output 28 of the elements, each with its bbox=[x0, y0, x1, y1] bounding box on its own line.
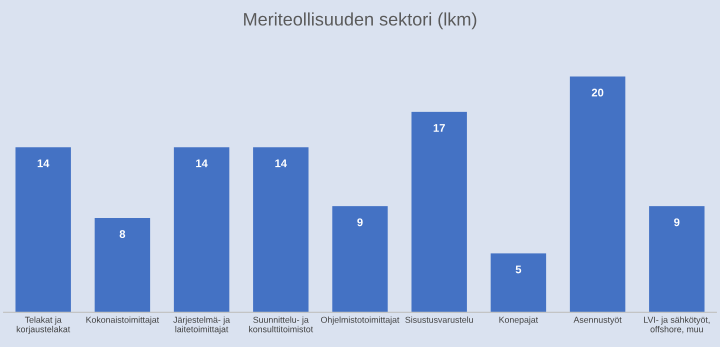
bar bbox=[490, 253, 546, 312]
data-label: 14 bbox=[275, 159, 287, 168]
bar bbox=[15, 147, 71, 312]
bar bbox=[94, 218, 150, 312]
data-label: 9 bbox=[357, 218, 363, 226]
x-tick-label: Suunnittelu- ja konsulttitoimistot bbox=[249, 316, 314, 332]
x-tick-label: Asennustyöt bbox=[574, 316, 622, 325]
bar bbox=[649, 206, 705, 312]
data-label: 8 bbox=[120, 230, 126, 238]
bar bbox=[570, 76, 626, 312]
data-label: 14 bbox=[38, 159, 50, 168]
x-tick-label: Konepajat bbox=[499, 316, 538, 325]
bar bbox=[253, 147, 309, 312]
x-tick-label: Järjestelmä- ja laitetoimittajat bbox=[173, 316, 230, 334]
bar bbox=[174, 147, 230, 312]
data-label: 14 bbox=[196, 159, 208, 168]
x-tick-label: Telakat ja korjaustelakat bbox=[16, 316, 70, 334]
data-label: 5 bbox=[516, 266, 522, 274]
x-tick-label: Kokonaistoimittajat bbox=[86, 316, 160, 325]
data-label: 20 bbox=[592, 88, 604, 96]
data-label: 17 bbox=[434, 124, 445, 132]
data-label: 9 bbox=[674, 218, 680, 226]
x-tick-label: LVI- ja sähkötyöt, offshore, muu bbox=[644, 316, 710, 334]
x-tick-label: Sisustusvarustelu bbox=[405, 316, 473, 323]
x-tick-label: Ohjelmistotoimittajat bbox=[321, 316, 400, 325]
chart-title: Meriteollisuuden sektori (lkm) bbox=[244, 12, 476, 30]
bar bbox=[411, 112, 467, 312]
bar bbox=[332, 206, 388, 312]
